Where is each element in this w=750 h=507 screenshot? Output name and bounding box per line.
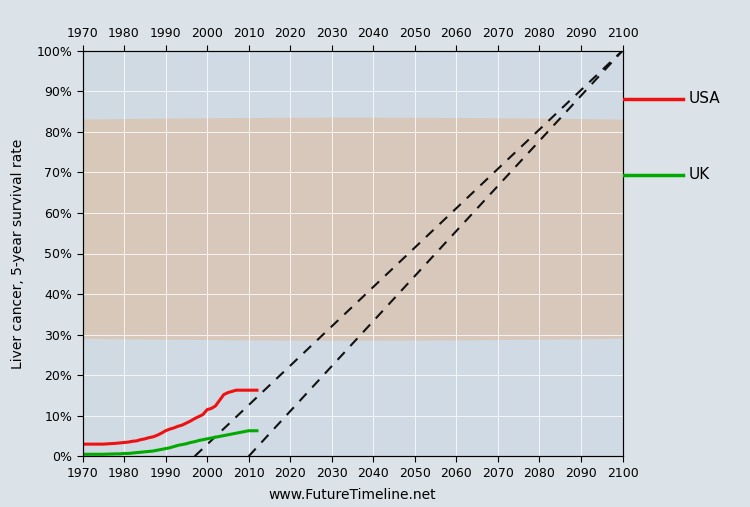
Bar (82, 51, 622, 456)
Ellipse shape (0, 118, 750, 341)
Bar (166, 51, 622, 456)
X-axis label: www.FutureTimeline.net: www.FutureTimeline.net (268, 488, 436, 502)
Y-axis label: Liver cancer, 5-year survival rate: Liver cancer, 5-year survival rate (11, 138, 25, 369)
Text: UK: UK (688, 167, 709, 183)
Text: USA: USA (688, 91, 720, 106)
